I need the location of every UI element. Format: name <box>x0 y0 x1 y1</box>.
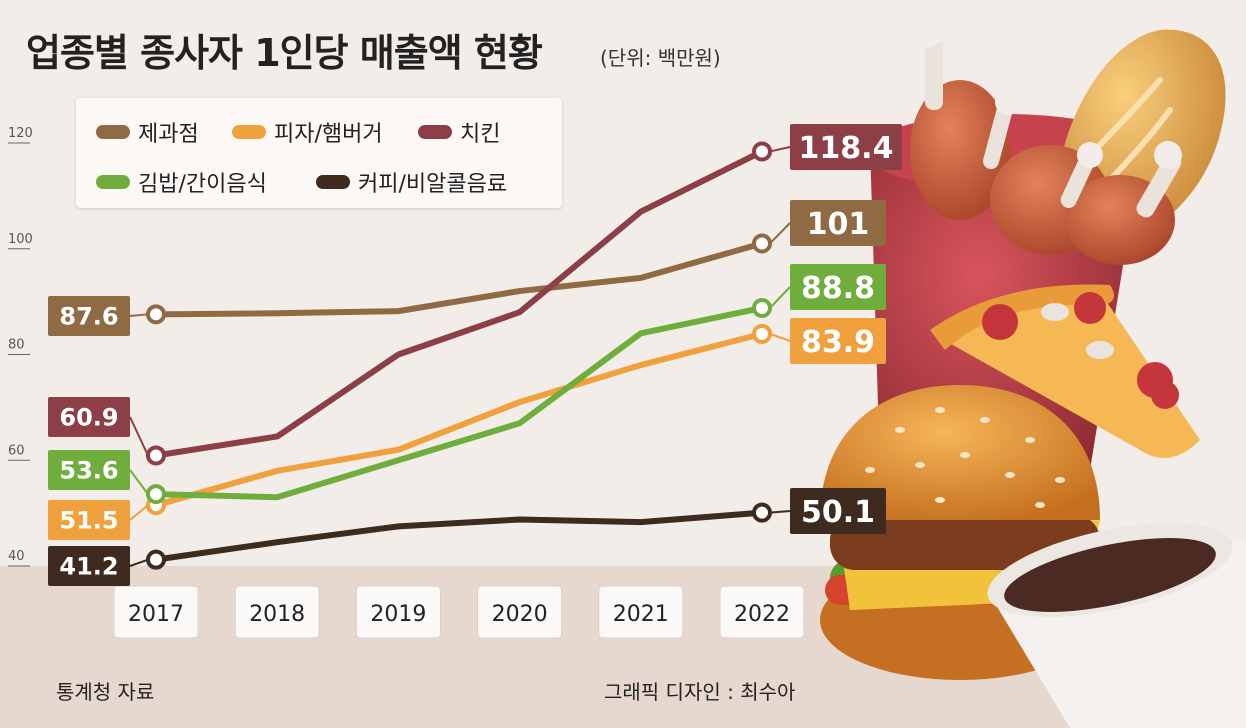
end-label-leader <box>769 510 791 514</box>
legend-label: 치킨 <box>460 122 501 147</box>
legend-swatch <box>418 125 452 139</box>
legend-item-chicken: 치킨 <box>418 116 500 148</box>
legend-item-bakery: 제과점 <box>96 116 199 148</box>
end-label-leader <box>769 222 791 245</box>
legend-item-pizza-burger: 피자/햄버거 <box>232 116 383 148</box>
value-labels: 87.6 51.5 60.9 53.6 41.2 101 83.9 118.4 88.8 50.1 <box>48 124 902 586</box>
series-line <box>153 148 765 459</box>
data-point <box>146 549 166 570</box>
start-value-label-box <box>48 296 130 336</box>
data-point <box>752 141 772 162</box>
start-value-label: 87.6 <box>59 303 118 331</box>
data-point <box>752 323 772 344</box>
x-tick-label: 2017 <box>128 602 184 627</box>
unit-label: (단위: 백만원) <box>600 46 721 70</box>
legend-swatch <box>96 175 130 189</box>
x-tick-label: 2019 <box>370 602 426 627</box>
end-label-leader <box>769 286 791 309</box>
data-point <box>146 484 166 505</box>
start-label-leader <box>129 313 149 317</box>
start-value-label: 41.2 <box>59 553 118 581</box>
end-value-label-box <box>790 124 902 170</box>
y-tick-label: 120 <box>8 126 33 141</box>
source-note: 통계청 자료 <box>56 680 155 704</box>
x-category-box <box>355 585 441 639</box>
food-illustration <box>820 18 1246 728</box>
end-value-label-box <box>790 488 886 534</box>
design-credit: 그래픽 디자인 : 최수아 <box>604 680 796 704</box>
data-point <box>752 233 772 254</box>
start-label-leader <box>129 416 149 456</box>
legend: 제과점 피자/햄버거 치킨 김밥/간이음식 커피/비알콜음료 <box>76 98 562 208</box>
x-tick-label: 2022 <box>734 602 790 627</box>
x-tick-label: 2018 <box>249 602 305 627</box>
legend-swatch <box>316 175 350 189</box>
y-tick-label: 100 <box>8 232 33 247</box>
end-value-label: 101 <box>807 207 870 242</box>
data-point <box>146 304 166 325</box>
legend-label: 커피/비알콜음료 <box>358 172 508 197</box>
series-lines <box>146 141 772 570</box>
start-value-label-box <box>48 397 130 437</box>
end-label-leader <box>769 332 791 342</box>
start-value-label: 60.9 <box>59 404 118 432</box>
end-value-label: 88.8 <box>801 271 875 306</box>
start-value-label-box <box>48 546 130 586</box>
x-axis: 2017 2018 2019 2020 2021 2022 <box>113 585 805 639</box>
legend-swatch <box>96 125 130 139</box>
y-axis: 40 60 80 100 120 <box>8 126 33 567</box>
y-tick-label: 80 <box>8 338 25 353</box>
x-category-box <box>719 585 805 639</box>
pizza-slice <box>930 284 1200 458</box>
x-tick-label: 2021 <box>613 602 669 627</box>
start-label-leader <box>129 504 149 521</box>
start-value-label: 53.6 <box>59 457 118 485</box>
data-point <box>146 445 166 466</box>
legend-swatch <box>232 125 266 139</box>
end-value-label-box <box>790 200 886 246</box>
end-label-leader <box>769 146 791 153</box>
data-point <box>752 502 772 523</box>
chart-title: 업종별 종사자 1인당 매출액 현황 <box>26 31 543 75</box>
end-value-label-box <box>790 318 886 364</box>
legend-item-coffee: 커피/비알콜음료 <box>316 166 507 198</box>
x-category-box <box>477 585 563 639</box>
chicken-drumsticks <box>910 18 1182 265</box>
legend-label: 제과점 <box>138 122 199 147</box>
series-line <box>153 330 765 509</box>
start-value-label-box <box>48 500 130 540</box>
end-value-label: 50.1 <box>801 495 875 530</box>
start-value-label: 51.5 <box>59 507 118 535</box>
series-line <box>153 304 765 501</box>
x-category-box <box>234 585 320 639</box>
x-category-box <box>113 585 199 639</box>
x-category-box <box>598 585 684 639</box>
x-tick-label: 2020 <box>492 602 548 627</box>
legend-label: 김밥/간이음식 <box>138 172 267 197</box>
end-value-label: 83.9 <box>801 325 875 360</box>
start-value-label-box <box>48 450 130 490</box>
legend-label: 피자/햄버거 <box>274 122 383 147</box>
data-point <box>752 297 772 318</box>
end-value-label-box <box>790 264 886 310</box>
y-tick-label: 40 <box>8 549 25 564</box>
y-tick-label: 60 <box>8 443 25 458</box>
start-label-leader <box>129 469 149 495</box>
legend-item-gimbap: 김밥/간이음식 <box>96 166 267 198</box>
series-line <box>153 240 765 318</box>
start-label-leader <box>129 558 149 567</box>
end-value-label: 118.4 <box>799 131 894 166</box>
series-line <box>153 509 765 563</box>
coffee-cup <box>987 523 1246 728</box>
